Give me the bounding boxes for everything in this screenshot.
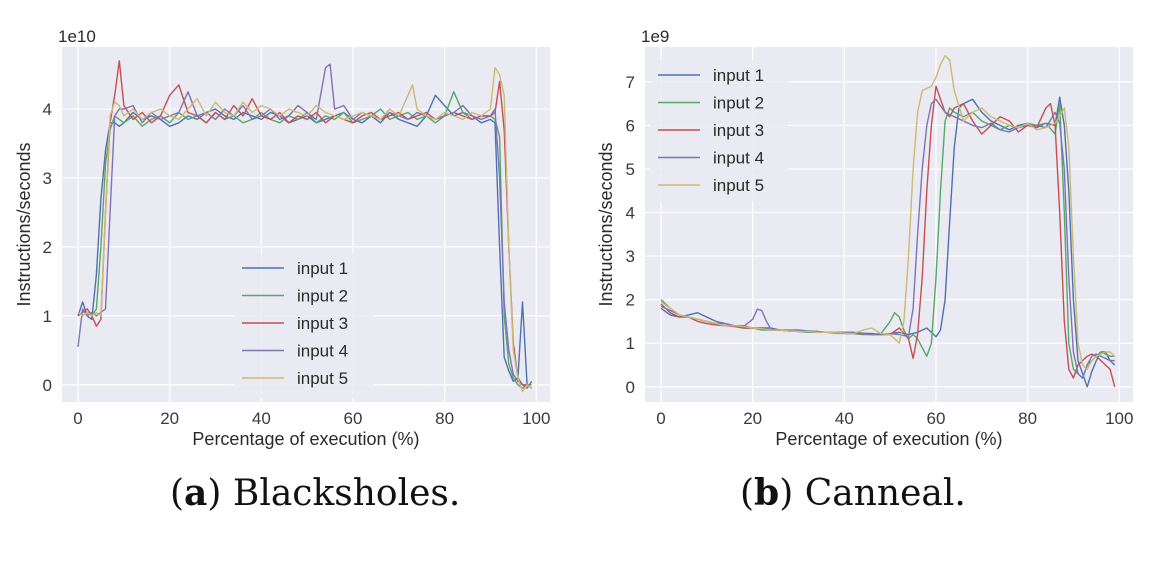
series-line-4 [77,63,533,389]
x-tick-label: 80 [1018,409,1037,428]
x-tick-label: 80 [435,409,454,428]
legend-label-1: input 1 [297,259,348,278]
y-tick-label: 4 [626,204,635,223]
caption-a: (a) Blacksholes. [170,472,461,514]
x-tick-label: 100 [1105,409,1133,428]
y-tick-label: 3 [626,247,635,266]
legend-label-1: input 1 [713,66,764,85]
legend-label-5: input 5 [297,369,348,388]
y-tick-label: 3 [43,169,52,188]
caption-a-text: Blacksholes. [221,473,461,514]
x-tick-label: 100 [522,409,550,428]
x-tick-label: 40 [252,409,271,428]
x-axis-label: Percentage of execution (%) [192,429,419,449]
legend-label-3: input 3 [713,121,764,140]
y-axis-multiplier: 1e9 [641,27,669,46]
y-axis-label: Instructions/seconds [596,142,616,306]
y-tick-label: 2 [43,238,52,257]
y-tick-label: 5 [626,160,635,179]
x-tick-label: 40 [835,409,854,428]
legend-label-4: input 4 [713,149,764,168]
y-tick-label: 1 [43,307,52,326]
y-tick-label: 1 [626,334,635,353]
legend-label-2: input 2 [297,287,348,306]
chart-canneal: 0 20 40 60 80 100 0 1 2 3 4 5 6 7 Percentage of execut… [596,27,1133,449]
y-tick-label: 4 [43,100,52,119]
y-tick-label: 6 [626,116,635,135]
legend-box [650,60,788,202]
y-axis-multiplier: 1e10 [58,27,96,46]
caption-b-text: Canneal. [793,473,966,514]
x-tick-label: 60 [344,409,363,428]
legend-label-5: input 5 [713,176,764,195]
series-line-5 [77,66,533,393]
series-line-3 [77,60,533,389]
x-tick-label: 60 [927,409,946,428]
caption-b-letter: b [754,472,780,514]
y-tick-label: 0 [626,378,635,397]
y-tick-label: 0 [43,376,52,395]
y-tick-label: 2 [626,291,635,310]
x-tick-label: 0 [73,409,82,428]
x-tick-label: 20 [160,409,179,428]
series-line-4 [660,98,1115,379]
series-line-5 [660,55,1116,370]
x-tick-label: 20 [743,409,762,428]
caption-b: (b) Canneal. [740,472,966,514]
legend-label-3: input 3 [297,314,348,333]
caption-a-letter: a [184,472,208,514]
legend-label-2: input 2 [713,94,764,113]
y-axis-label: Instructions/seconds [14,142,34,306]
chart-blacksholes: 0 20 40 60 80 100 0 1 2 3 4 Percentage of execution… [14,27,550,449]
y-tick-label: 7 [626,73,635,92]
legend-box [234,253,374,398]
legend-label-4: input 4 [297,342,348,361]
x-tick-label: 0 [656,409,665,428]
x-axis-label: Percentage of execution (%) [775,429,1002,449]
